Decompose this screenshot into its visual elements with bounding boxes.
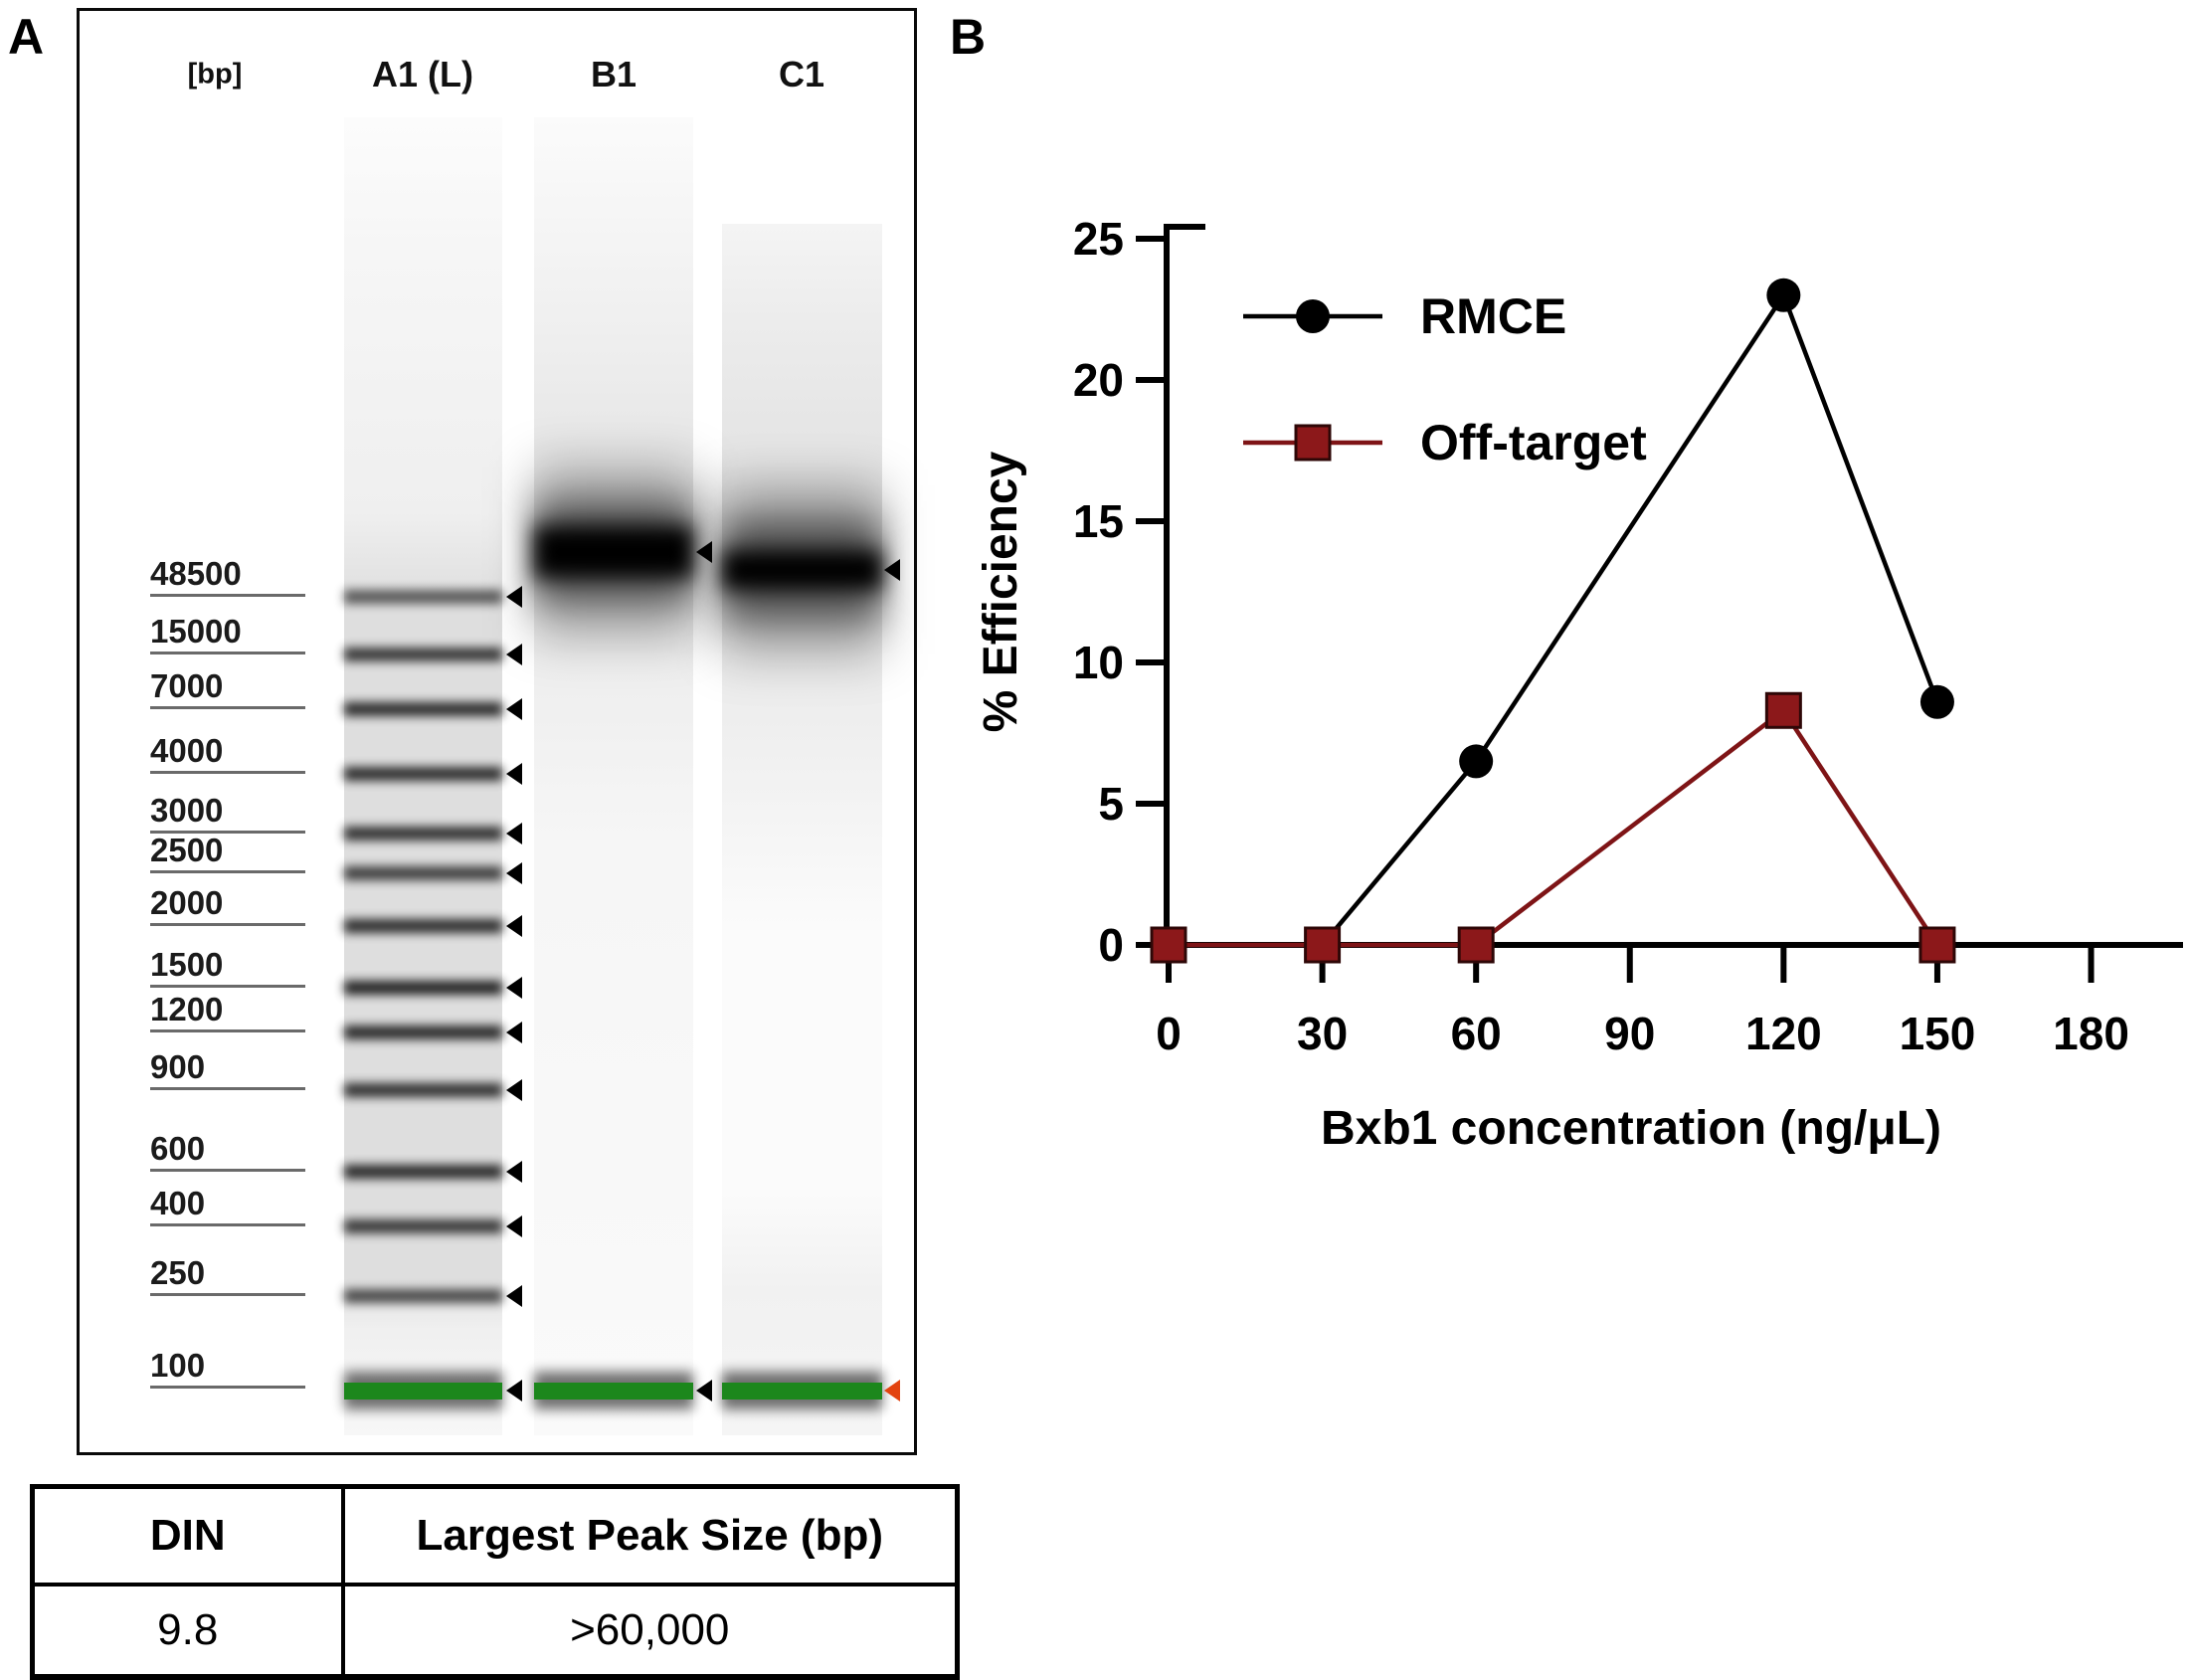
band-pointer-icon xyxy=(506,644,522,665)
lower-marker-band-100bp xyxy=(534,1383,693,1400)
ladder-size-label-100: 100 xyxy=(150,1348,305,1389)
ladder-size-label-7000: 7000 xyxy=(150,668,305,709)
x-tick-label-0: 0 xyxy=(1156,1008,1182,1059)
data-point-off-target-x60 xyxy=(1457,926,1495,964)
x-tick-label-120: 120 xyxy=(1745,1008,1822,1059)
ladder-size-label-1500: 1500 xyxy=(150,947,305,988)
ladder-band-900 xyxy=(344,1083,502,1097)
legend-label-off-target: Off-target xyxy=(1420,415,1647,470)
ladder-size-label-400: 400 xyxy=(150,1186,305,1226)
series-line-off-target xyxy=(1169,707,1939,948)
y-axis-title: % Efficiency xyxy=(975,451,1027,732)
ladder-band-400 xyxy=(344,1219,502,1233)
din-table-header-din: DIN xyxy=(30,1484,345,1587)
band-pointer-icon xyxy=(506,1285,522,1307)
efficiency-line-chart: 0 5 10 15 20 25 0 30 60 90 120 150 180 % Efficiency Bx… xyxy=(975,213,2183,1155)
ladder-size-label-900: 900 xyxy=(150,1049,305,1090)
ladder-band-4000 xyxy=(344,767,502,781)
band-pointer-icon xyxy=(884,1380,900,1401)
ladder-band-48500 xyxy=(344,590,502,604)
sample-main-band-core-b1 xyxy=(534,526,693,578)
gel-electropherogram: [bp] A1 (L) B1 C1 48500 15000 7000 4000 3000 250… xyxy=(77,8,917,1455)
y-tick-label-0: 0 xyxy=(1098,919,1124,971)
y-tick-label-5: 5 xyxy=(1098,778,1124,830)
band-pointer-icon xyxy=(506,1215,522,1237)
ladder-band-3000 xyxy=(344,827,502,840)
panel-a-label: A xyxy=(8,9,45,65)
bp-unit-header: [bp] xyxy=(187,58,243,91)
legend-label-rmce: RMCE xyxy=(1420,288,1566,344)
band-pointer-icon xyxy=(506,1380,522,1401)
ladder-band-2000 xyxy=(344,919,502,933)
x-tick-label-30: 30 xyxy=(1297,1008,1348,1059)
largest-peak-size-value: >60,000 xyxy=(340,1583,960,1680)
band-pointer-icon xyxy=(506,1079,522,1101)
y-tick-label-20: 20 xyxy=(1073,354,1124,406)
ladder-size-label-15000: 15000 xyxy=(150,614,305,654)
ladder-band-2500 xyxy=(344,866,502,880)
y-tick-label-25: 25 xyxy=(1073,213,1124,265)
lane-label-b1: B1 xyxy=(590,54,638,94)
band-pointer-icon xyxy=(506,1161,522,1183)
x-tick-label-60: 60 xyxy=(1451,1008,1502,1059)
gel-lane-c1 xyxy=(722,224,882,1435)
ladder-band-1500 xyxy=(344,981,502,995)
ladder-band-1200 xyxy=(344,1026,502,1039)
sample-main-band-core-c1 xyxy=(722,550,882,590)
ladder-band-15000 xyxy=(344,648,502,661)
gel-lane-b1 xyxy=(534,117,693,1435)
din-value: 9.8 xyxy=(30,1583,345,1680)
x-axis-title: Bxb1 concentration (ng/μL) xyxy=(1321,1102,1941,1155)
ladder-band-250 xyxy=(344,1289,502,1303)
ladder-size-label-2000: 2000 xyxy=(150,885,305,926)
band-pointer-icon xyxy=(696,1380,712,1401)
band-pointer-icon xyxy=(506,977,522,999)
x-tick-label-90: 90 xyxy=(1604,1008,1655,1059)
din-table: DIN Largest Peak Size (bp) 9.8 >60,000 xyxy=(30,1484,960,1680)
ladder-band-600 xyxy=(344,1165,502,1179)
band-pointer-icon xyxy=(506,915,522,937)
data-point-off-target-x120 xyxy=(1764,691,1802,729)
ladder-size-label-48500: 48500 xyxy=(150,556,305,597)
data-point-off-target-x150 xyxy=(1918,926,1956,964)
x-tick-label-180: 180 xyxy=(2053,1008,2129,1059)
y-tick-label-15: 15 xyxy=(1073,495,1124,547)
band-pointer-icon xyxy=(506,862,522,884)
band-pointer-icon xyxy=(506,698,522,720)
data-point-rmce-x120 xyxy=(1766,278,1801,312)
band-pointer-icon xyxy=(506,763,522,785)
series-line-rmce xyxy=(1169,289,1940,948)
lower-marker-band-100bp xyxy=(722,1383,882,1400)
lower-marker-band-100bp xyxy=(344,1383,502,1400)
ladder-size-label-600: 600 xyxy=(150,1131,305,1172)
lane-label-a1-ladder: A1 (L) xyxy=(372,54,473,94)
legend-marker-square-icon xyxy=(1294,424,1332,462)
band-pointer-icon xyxy=(506,1022,522,1043)
data-point-off-target-x0 xyxy=(1150,926,1187,964)
panel-b-label: B xyxy=(950,9,987,65)
data-point-rmce-x60 xyxy=(1459,744,1494,779)
band-pointer-icon xyxy=(696,541,712,563)
band-pointer-icon xyxy=(506,586,522,608)
ladder-size-label-4000: 4000 xyxy=(150,733,305,774)
ladder-size-label-3000: 3000 xyxy=(150,793,305,834)
y-tick-label-10: 10 xyxy=(1073,637,1124,688)
ladder-size-label-1200: 1200 xyxy=(150,992,305,1032)
din-table-header-peak-size: Largest Peak Size (bp) xyxy=(340,1484,960,1587)
ladder-size-label-2500: 2500 xyxy=(150,833,305,873)
x-tick-label-150: 150 xyxy=(1900,1008,1976,1059)
data-point-rmce-x150 xyxy=(1919,684,1954,719)
band-pointer-icon xyxy=(884,559,900,581)
ladder-band-7000 xyxy=(344,702,502,716)
ladder-size-label-250: 250 xyxy=(150,1255,305,1296)
lane-label-c1: C1 xyxy=(778,54,825,94)
band-pointer-icon xyxy=(506,823,522,844)
data-point-off-target-x30 xyxy=(1304,926,1342,964)
legend-marker-circle-icon xyxy=(1296,299,1330,333)
